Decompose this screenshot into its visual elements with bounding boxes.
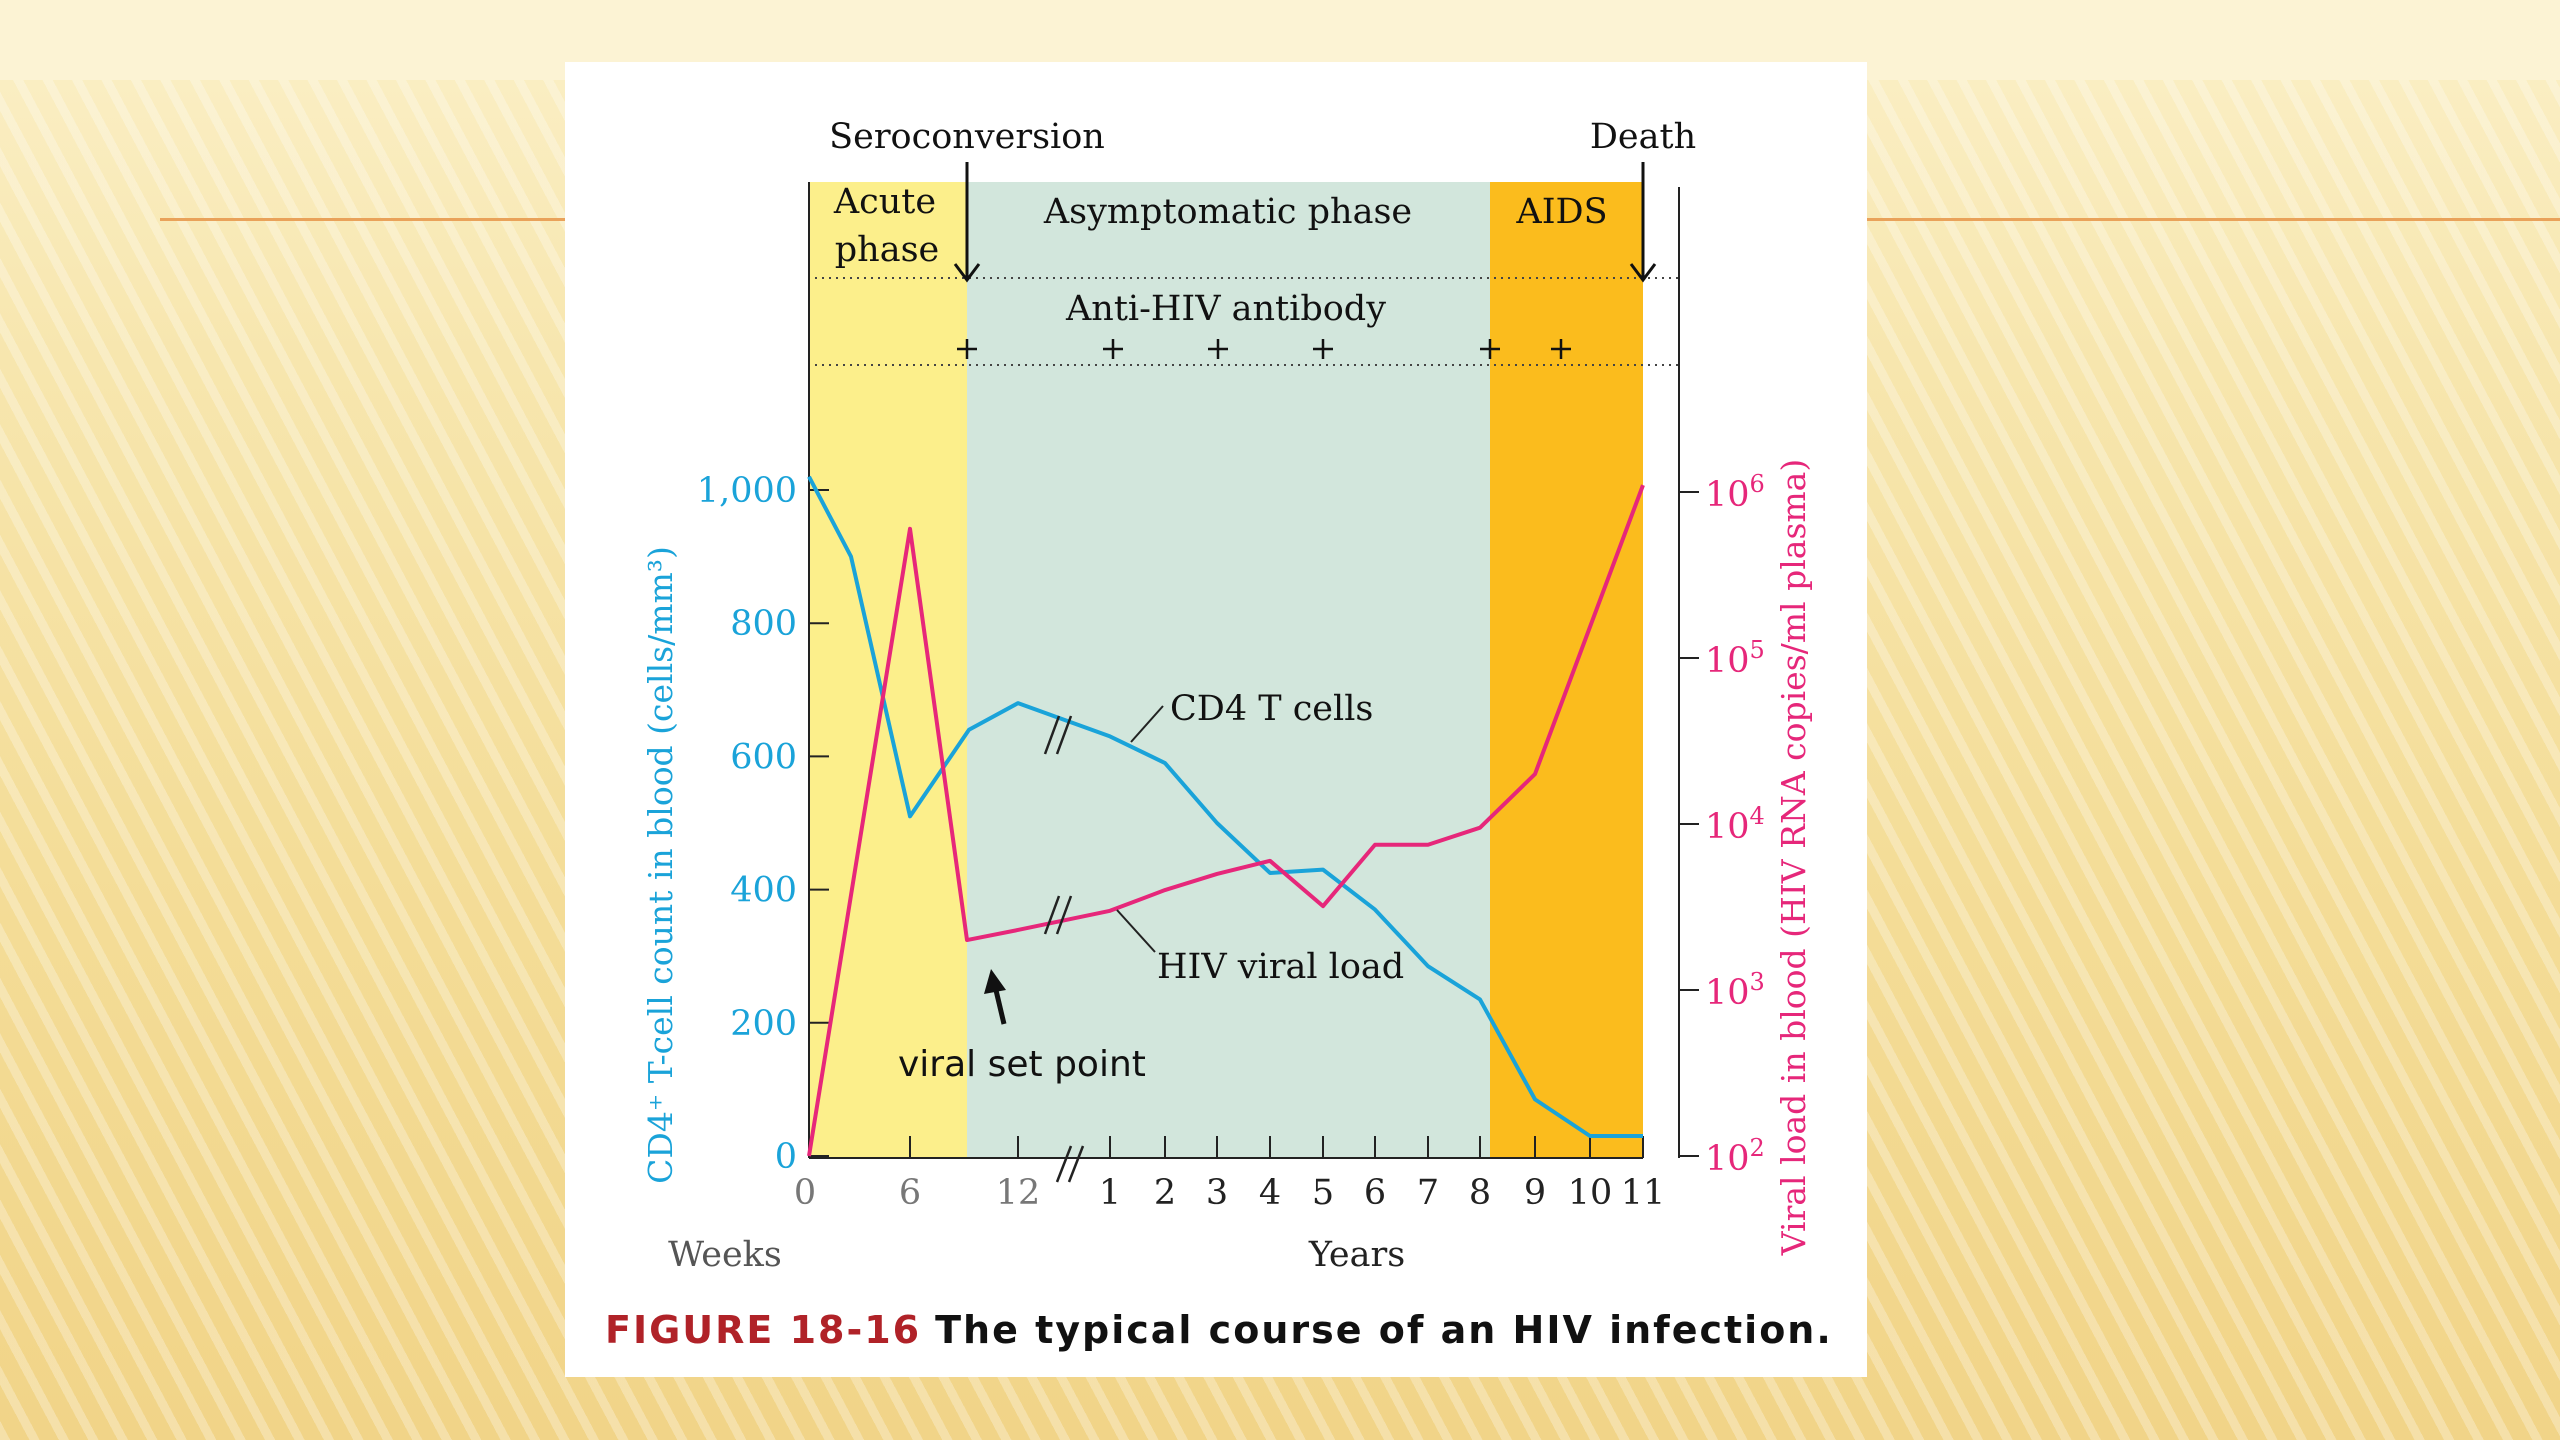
slide-decoration-line-left xyxy=(160,218,565,221)
right-y-tick-label: 103 xyxy=(1705,968,1765,1013)
antibody-plus-marker xyxy=(1208,339,1228,359)
hiv-course-chart: Seroconversion Death Acute phase Asympto… xyxy=(641,117,1813,1275)
cd4-series-line xyxy=(807,475,1643,1139)
right-y-tick-label: 104 xyxy=(1705,802,1765,847)
right-y-tick-label: 105 xyxy=(1705,636,1765,681)
antibody-plus-marker xyxy=(1551,339,1571,359)
asymptomatic-phase-region xyxy=(967,182,1490,1158)
antibody-plus-marker xyxy=(1313,339,1333,359)
seroconversion-arrow-icon xyxy=(953,162,981,283)
viral-set-point-label: viral set point xyxy=(898,1044,1146,1085)
aids-phase-label: AIDS xyxy=(1515,192,1607,232)
acute-phase-label-line1: Acute xyxy=(833,182,936,222)
x-tick-label-years: 4 xyxy=(1259,1173,1281,1213)
right-y-tick-label: 106 xyxy=(1705,470,1765,515)
left-y-tick-label: 400 xyxy=(730,871,797,911)
axis-break-mark-x xyxy=(1055,1145,1085,1183)
x-tick-label-years: 2 xyxy=(1154,1173,1176,1213)
x-tick-label-years: 6 xyxy=(1364,1173,1386,1213)
seroconversion-label: Seroconversion xyxy=(829,117,1105,157)
acute-phase-label-line2: phase xyxy=(835,230,940,270)
set-point-arrow-icon xyxy=(984,969,1007,1025)
x-axis-label-years: Years xyxy=(1308,1235,1405,1275)
viral-label-leader xyxy=(1116,909,1156,953)
antibody-plus-marker xyxy=(1103,339,1123,359)
figure-caption-text: The typical course of an HIV infection. xyxy=(935,1308,1833,1352)
figure-number: FIGURE 18-16 xyxy=(605,1308,922,1352)
x-tick-label-years: 1 xyxy=(1099,1173,1121,1213)
x-tick-label-years: 8 xyxy=(1469,1173,1491,1213)
x-tick-label-weeks: 0 xyxy=(794,1173,816,1213)
figure-caption: FIGURE 18-16 The typical course of an HIV… xyxy=(605,1308,1845,1352)
death-arrow-icon xyxy=(1629,162,1657,283)
x-tick-label-years: 11 xyxy=(1621,1173,1666,1213)
x-tick-label-years: 9 xyxy=(1524,1173,1546,1213)
x-tick-label-weeks: 12 xyxy=(996,1173,1041,1213)
x-tick-label-years: 7 xyxy=(1417,1173,1439,1213)
left-y-tick-label: 800 xyxy=(730,604,797,644)
aids-phase-region xyxy=(1490,182,1643,1158)
left-y-tick-label: 200 xyxy=(730,1004,797,1044)
x-tick-label-years: 10 xyxy=(1568,1173,1613,1213)
left-y-axis-title: CD4⁺ T-cell count in blood (cells/mm³) xyxy=(641,546,680,1184)
x-tick-label-years: 3 xyxy=(1206,1173,1228,1213)
x-tick-label-years: 5 xyxy=(1312,1173,1334,1213)
left-y-tick-label: 0 xyxy=(775,1137,797,1177)
left-y-tick-label: 600 xyxy=(730,737,797,777)
death-label: Death xyxy=(1590,117,1696,157)
x-axis-label-weeks: Weeks xyxy=(668,1235,782,1275)
cd4-series-label: CD4 T cells xyxy=(1170,689,1373,729)
viral-series-label: HIV viral load xyxy=(1157,947,1404,987)
antibody-plus-marker xyxy=(957,339,977,359)
asymptomatic-phase-label: Asymptomatic phase xyxy=(1043,192,1412,232)
axis-break-mark-viral xyxy=(1043,895,1073,935)
right-y-tick-label: 102 xyxy=(1705,1134,1765,1179)
antibody-plus-marker xyxy=(1480,339,1500,359)
x-tick-label-weeks: 6 xyxy=(899,1173,921,1213)
left-y-tick-label: 1,000 xyxy=(697,471,797,511)
cd4-label-leader xyxy=(1130,705,1164,743)
viral-load-series-line xyxy=(807,484,1645,1157)
figure-card: Seroconversion Death Acute phase Asympto… xyxy=(565,62,1867,1377)
anti-hiv-antibody-label: Anti-HIV antibody xyxy=(1065,289,1386,329)
slide-decoration-line-right xyxy=(1867,218,2560,221)
right-y-axis-title: Viral load in blood (HIV RNA copies/ml p… xyxy=(1774,459,1813,1256)
axis-break-mark-cd4 xyxy=(1043,715,1073,755)
